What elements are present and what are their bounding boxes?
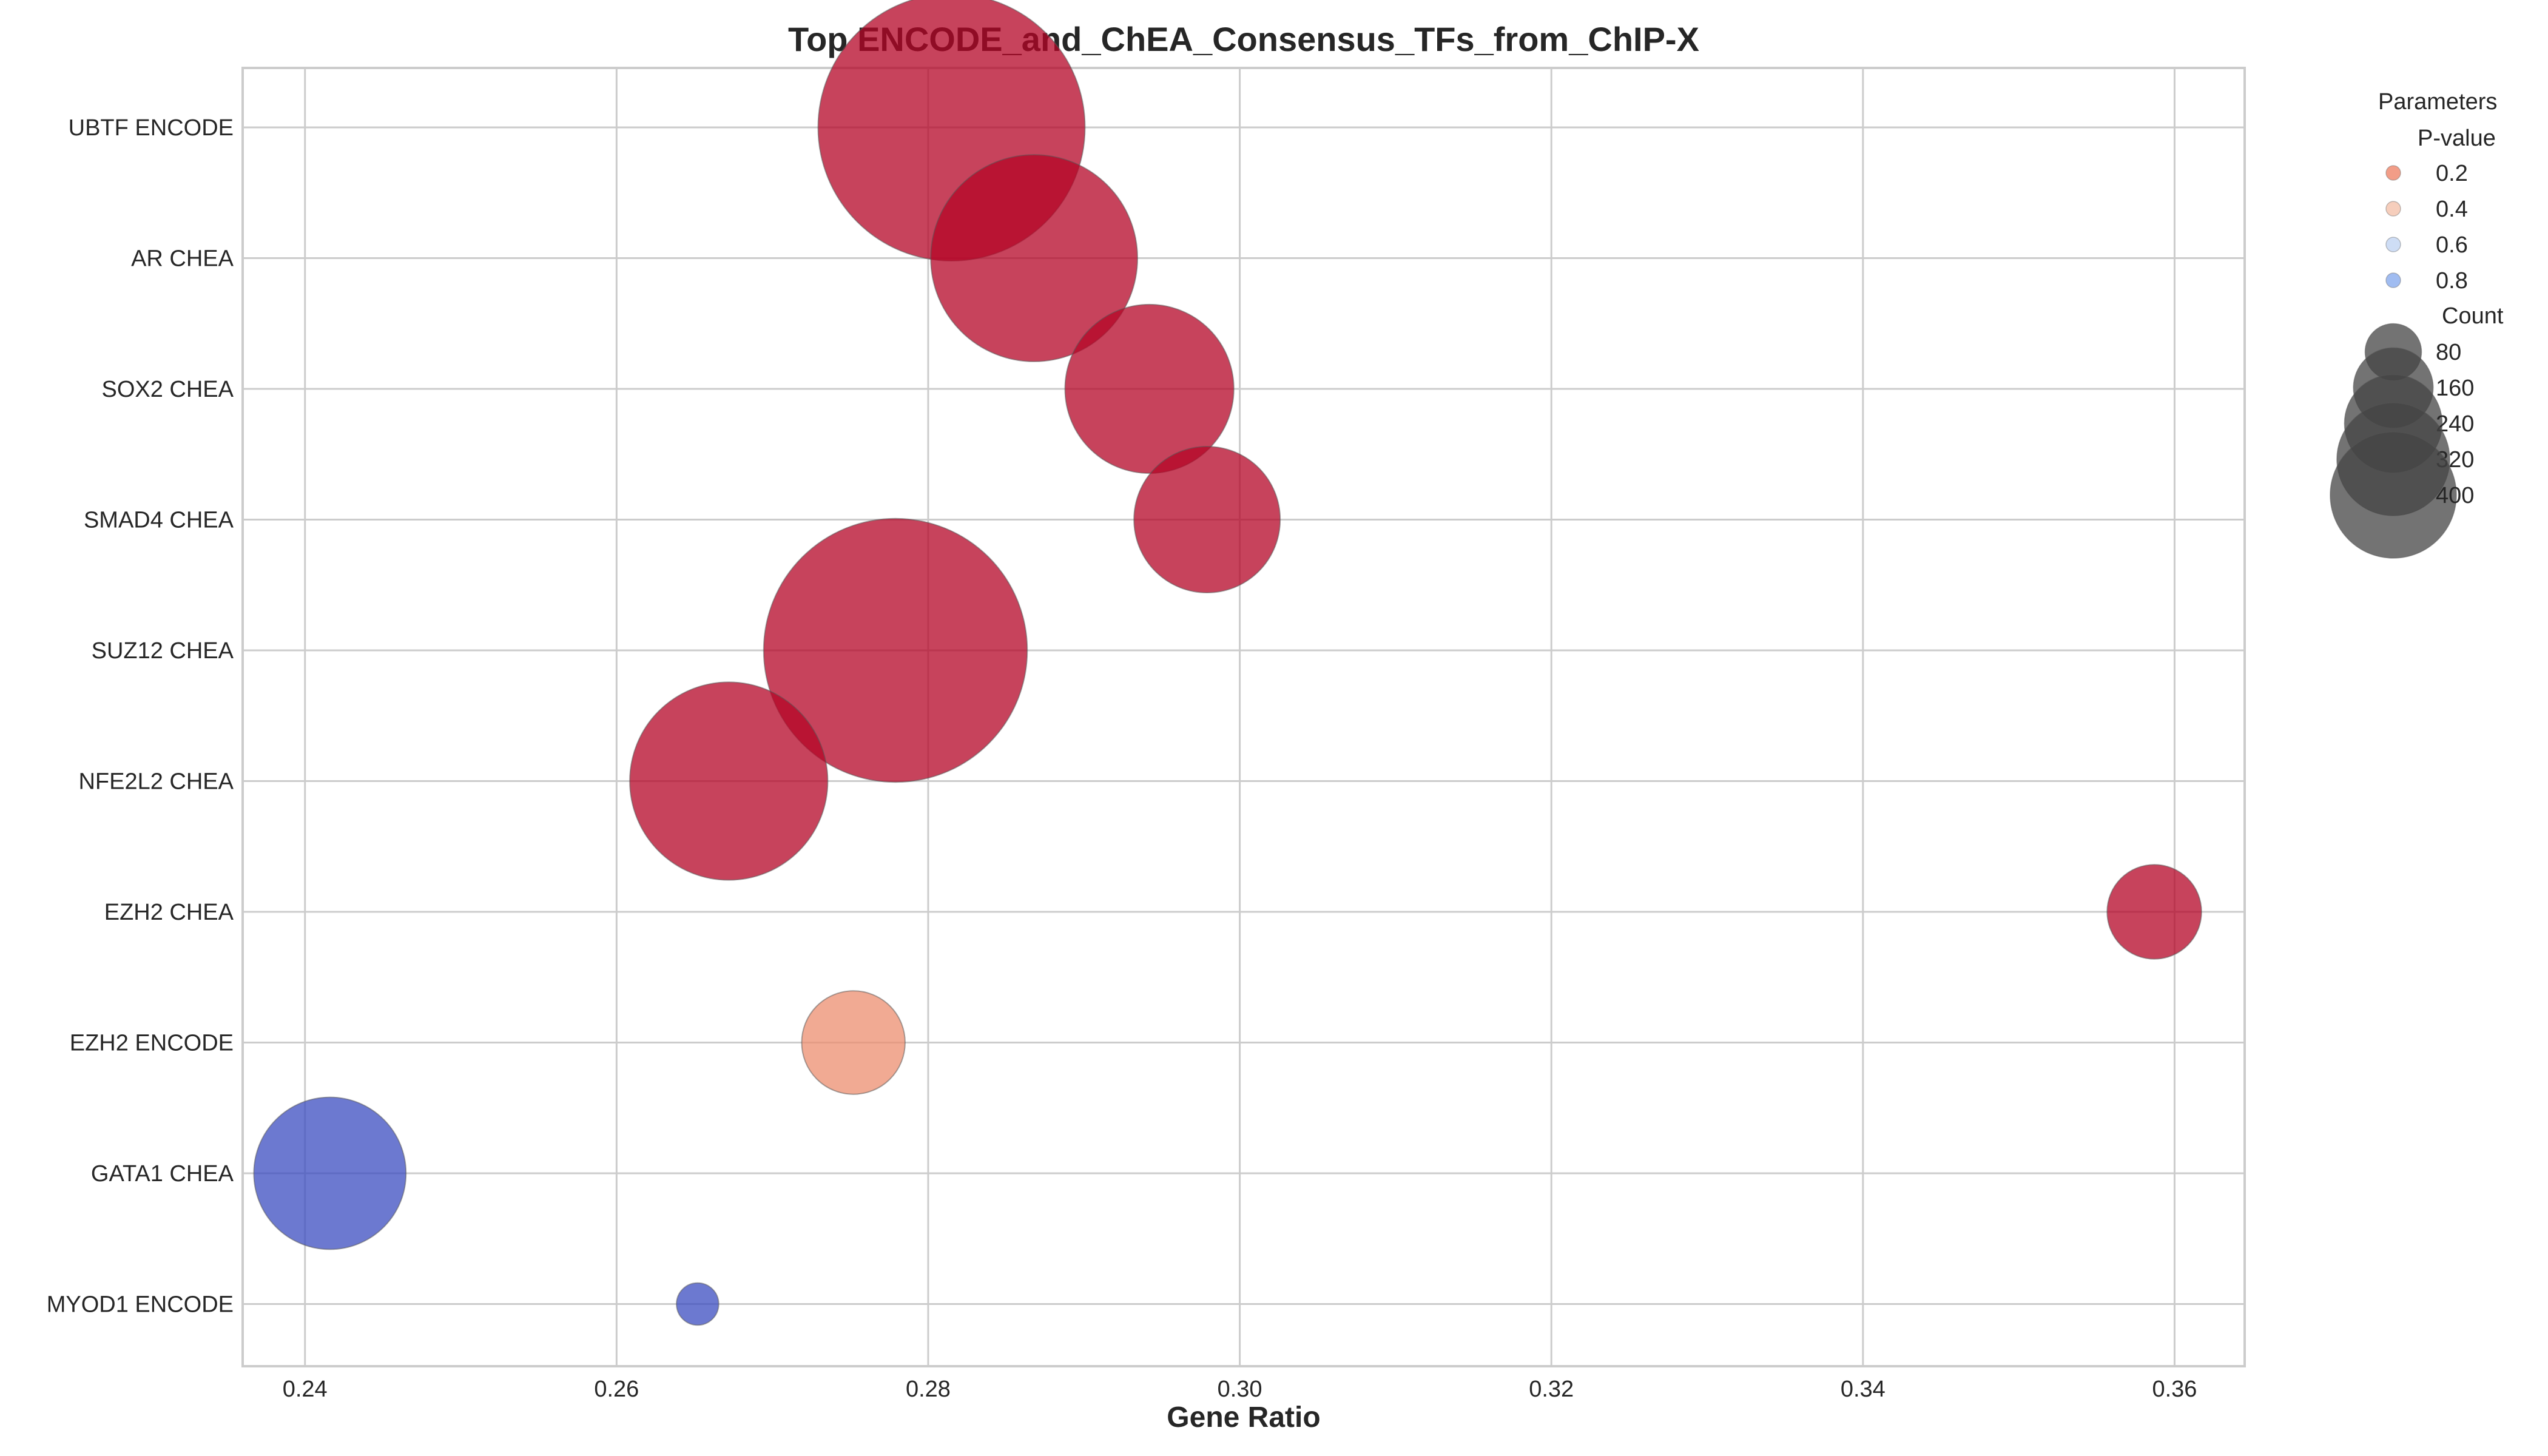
x-tick-label: 0.36	[2152, 1377, 2197, 1402]
x-tick-label: 0.30	[1218, 1377, 1262, 1402]
legend-pvalue-title: P-value	[2418, 126, 2496, 151]
y-tick-label: AR CHEA	[131, 246, 234, 272]
legend: Parameters P-value 0.2 0.4 0.6 0.8 Count 80…	[2330, 89, 2504, 559]
legend-pvalue-marker	[2385, 201, 2401, 217]
legend-pvalue-marker	[2385, 272, 2401, 288]
data-points	[253, 0, 2202, 1326]
legend-pvalue-marker	[2385, 237, 2401, 252]
legend-pvalue-label: 0.6	[2436, 232, 2468, 258]
x-tick-labels: 0.24 0.26 0.28 0.30 0.32 0.34 0.36	[283, 1377, 2197, 1402]
x-tick-label: 0.28	[906, 1377, 951, 1402]
data-point	[801, 990, 906, 1095]
y-tick-label: MYOD1 ENCODE	[47, 1292, 234, 1318]
data-point	[930, 154, 1139, 362]
y-tick-label: SMAD4 CHEA	[84, 508, 234, 533]
y-tick-label: EZH2 CHEA	[104, 900, 234, 925]
data-point	[1064, 303, 1235, 474]
plot-area	[241, 67, 2246, 1367]
legend-pvalue-marker	[2385, 165, 2401, 181]
legend-count-label: 80	[2436, 340, 2461, 365]
data-point	[676, 1282, 720, 1326]
data-point	[253, 1096, 407, 1250]
data-point	[629, 681, 829, 881]
y-tick-label: EZH2 ENCODE	[70, 1031, 234, 1056]
y-tick-label: SOX2 CHEA	[101, 377, 234, 402]
x-tick-label: 0.26	[594, 1377, 639, 1402]
data-point	[763, 517, 1028, 783]
y-tick-label: NFE2L2 CHEA	[78, 769, 234, 795]
x-tick-label: 0.34	[1841, 1377, 1886, 1402]
data-point	[2106, 864, 2202, 960]
y-tick-labels: UBTF ENCODE AR CHEA SOX2 CHEA SMAD4 CHEA SUZ…	[47, 115, 234, 1318]
data-point	[1133, 446, 1281, 593]
legend-count-marker	[2330, 431, 2457, 559]
legend-count-label: 160	[2436, 376, 2474, 401]
legend-count-title: Count	[2442, 303, 2504, 329]
legend-pvalue-items: 0.2 0.4 0.6 0.8	[2385, 161, 2468, 294]
y-tick-label: SUZ12 CHEA	[92, 638, 234, 664]
legend-pvalue-label: 0.8	[2436, 268, 2468, 294]
x-axis-label: Gene Ratio	[1167, 1401, 1320, 1434]
legend-count-label: 400	[2436, 483, 2474, 508]
legend-title: Parameters	[2378, 89, 2497, 115]
x-tick-label: 0.24	[283, 1377, 328, 1402]
y-tick-label: UBTF ENCODE	[69, 115, 234, 141]
legend-pvalue-label: 0.2	[2436, 161, 2468, 186]
y-tick-label: GATA1 CHEA	[91, 1161, 234, 1187]
x-tick-label: 0.32	[1529, 1377, 1574, 1402]
legend-pvalue-label: 0.4	[2436, 197, 2468, 222]
